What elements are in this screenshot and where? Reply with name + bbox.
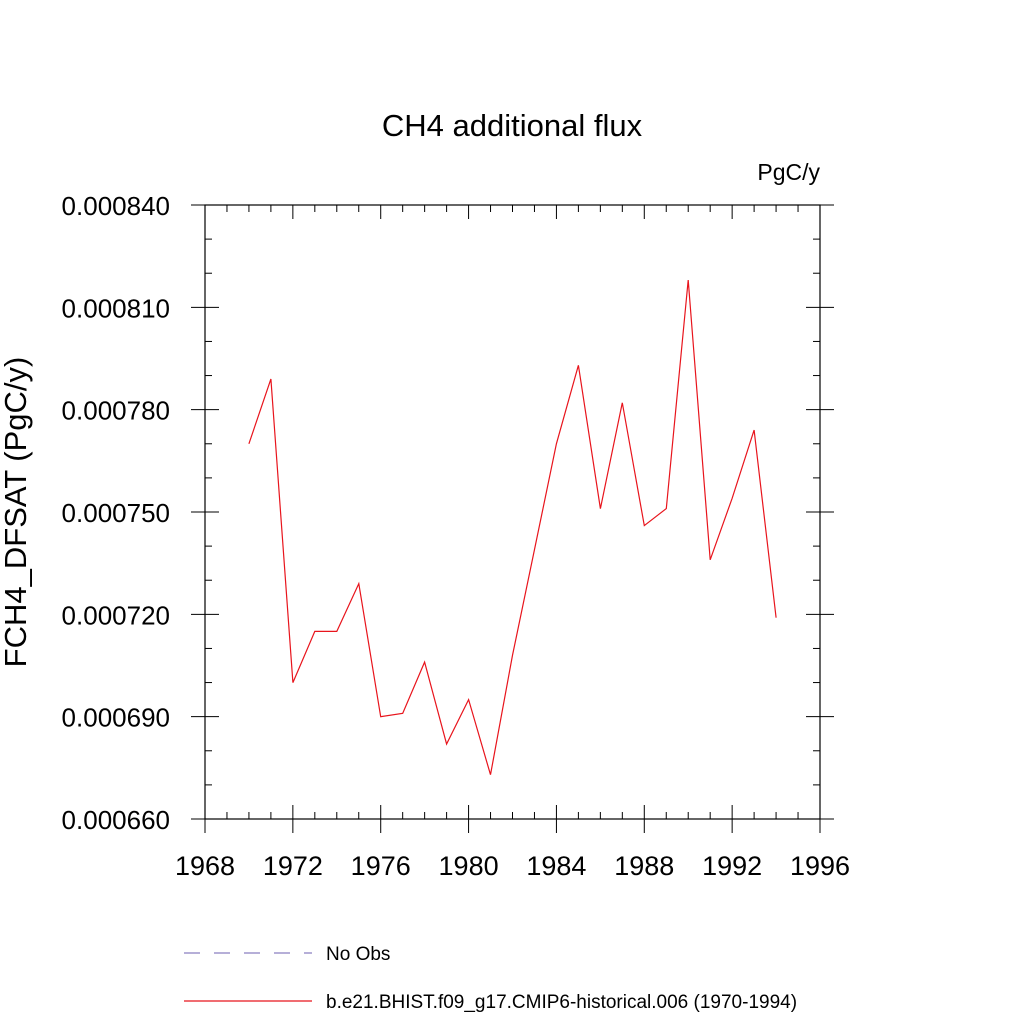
x-tick-label: 1984	[526, 851, 586, 881]
legend-label-historical: b.e21.BHIST.f09_g17.CMIP6-historical.006…	[326, 992, 797, 1013]
x-tick-label: 1988	[614, 851, 674, 881]
axis-tick-labels: 1968 1972 1976 1980 1984 1988 1992 1996 0.000660…	[62, 191, 850, 881]
x-tick-label: 1968	[175, 851, 235, 881]
y-tick-label: 0.000690	[62, 703, 170, 733]
legend-label-no-obs: No Obs	[326, 944, 390, 965]
y-tick-label: 0.000720	[62, 600, 170, 630]
x-tick-label: 1996	[790, 851, 850, 881]
y-tick-label: 0.000750	[62, 498, 170, 528]
y-axis-label: FCH4_DFSAT (PgC/y)	[0, 357, 33, 668]
axis-ticks	[191, 204, 834, 833]
x-tick-label: 1976	[351, 851, 411, 881]
y-tick-label: 0.000660	[62, 805, 170, 835]
x-tick-label: 1980	[439, 851, 499, 881]
y-tick-label: 0.000810	[62, 293, 170, 323]
series-line	[248, 279, 777, 775]
chart-title: CH4 additional flux	[382, 108, 643, 143]
y-tick-label: 0.000780	[62, 396, 170, 426]
y-tick-label: 0.000840	[62, 191, 170, 221]
data-series	[248, 279, 777, 775]
x-tick-label: 1972	[263, 851, 323, 881]
legend: No Obs b.e21.BHIST.f09_g17.CMIP6-histori…	[184, 944, 797, 1013]
units-label: PgC/y	[757, 159, 820, 185]
x-tick-label: 1992	[702, 851, 762, 881]
